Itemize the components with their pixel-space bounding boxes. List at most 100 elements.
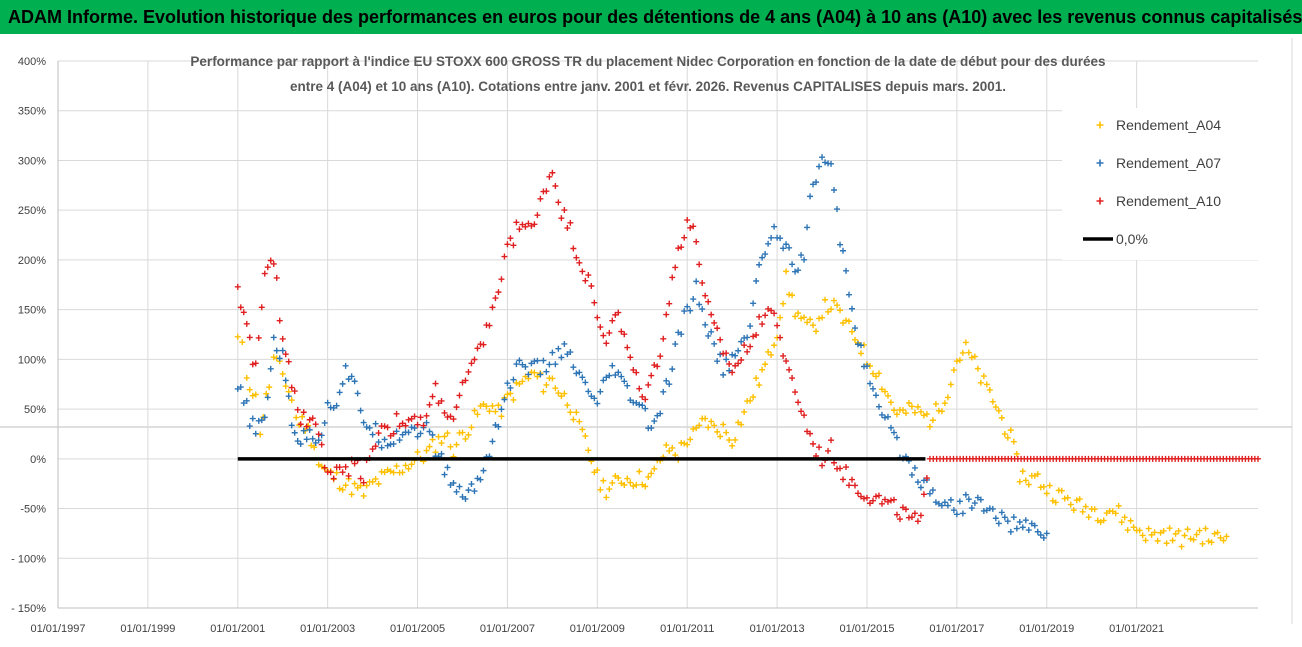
data-point: [504, 380, 511, 387]
x-tick-label: 01/01/2013: [750, 623, 805, 635]
data-point: [420, 422, 427, 429]
data-point: [989, 505, 996, 512]
data-point: [938, 408, 945, 415]
y-tick-label: 250%: [18, 205, 46, 217]
data-point: [738, 421, 745, 428]
legend: Rendement_A04 Rendement_A07 Rendement_A10 0…: [1062, 108, 1272, 260]
data-point: [609, 479, 616, 486]
data-point: [717, 336, 724, 343]
data-point: [780, 245, 787, 252]
data-point: [869, 370, 876, 377]
data-point: [279, 335, 286, 342]
data-point: [666, 447, 673, 454]
data-point: [504, 391, 511, 398]
data-point: [255, 334, 262, 341]
data-point: [492, 408, 499, 415]
data-point: [1019, 468, 1026, 475]
data-point: [462, 377, 469, 384]
data-point: [603, 340, 610, 347]
data-point: [687, 307, 694, 314]
data-point: [983, 381, 990, 388]
legend-marker-swatch: [1096, 121, 1104, 129]
x-tick-label: 01/01/2019: [1019, 623, 1074, 635]
data-point: [252, 360, 259, 367]
data-point: [309, 435, 316, 442]
data-point: [1223, 533, 1230, 540]
x-tick-label: 01/01/2017: [929, 623, 984, 635]
data-point: [741, 342, 748, 349]
data-point: [270, 354, 277, 361]
data-point: [986, 386, 993, 393]
data-point: [959, 349, 966, 356]
data-point: [768, 234, 775, 241]
data-point: [1001, 514, 1008, 521]
data-point: [968, 505, 975, 512]
data-point: [462, 435, 469, 442]
data-point: [384, 424, 391, 431]
data-point: [1115, 502, 1122, 509]
data-point: [804, 224, 811, 231]
data-point: [819, 314, 826, 321]
data-point: [893, 411, 900, 418]
data-point: [669, 444, 676, 451]
data-point: [576, 418, 583, 425]
data-point: [1208, 539, 1215, 546]
data-point: [657, 353, 664, 360]
data-point: [831, 459, 838, 466]
data-point: [390, 469, 397, 476]
data-point: [558, 215, 565, 222]
data-point: [744, 348, 751, 355]
data-point: [872, 373, 879, 380]
data-point: [947, 496, 954, 503]
data-point: [243, 397, 250, 404]
data-point: [531, 221, 538, 228]
data-point: [1079, 508, 1086, 515]
data-point: [375, 480, 382, 487]
data-point: [855, 341, 861, 348]
data-point: [306, 426, 313, 433]
data-point: [762, 361, 769, 368]
data-point: [288, 422, 295, 429]
data-point: [564, 225, 571, 232]
data-point: [965, 496, 972, 503]
data-point: [264, 264, 271, 271]
data-point: [339, 486, 346, 493]
data-point: [920, 491, 927, 498]
data-point: [840, 476, 847, 483]
data-point: [312, 421, 319, 428]
data-point: [1142, 537, 1149, 544]
data-point: [1076, 496, 1083, 503]
x-tick-label: 01/01/1999: [120, 623, 175, 635]
data-point: [465, 431, 472, 438]
data-point: [606, 372, 613, 379]
data-point: [914, 403, 921, 410]
data-point: [273, 274, 280, 281]
data-point: [594, 467, 601, 474]
data-point: [600, 477, 607, 484]
data-point: [798, 408, 805, 415]
data-point: [567, 409, 574, 416]
data-point: [932, 400, 939, 407]
data-point: [881, 388, 888, 395]
data-point: [372, 420, 379, 427]
data-point: [831, 297, 838, 304]
data-point: [543, 188, 550, 195]
data-point: [774, 322, 781, 329]
data-point: [315, 431, 322, 438]
data-point: [654, 363, 661, 370]
data-point: [1178, 543, 1185, 550]
data-point: [1058, 487, 1065, 494]
data-point: [429, 431, 436, 438]
data-point: [339, 380, 346, 387]
data-point: [279, 370, 286, 377]
data-point: [720, 421, 727, 428]
data-point: [869, 497, 876, 504]
data-point: [825, 447, 832, 454]
data-point: [723, 356, 730, 363]
data-point: [804, 319, 811, 326]
data-point: [971, 353, 978, 360]
series-rendement-a10: [234, 169, 1261, 525]
data-point: [324, 399, 331, 406]
data-point: [759, 254, 766, 261]
data-point: [816, 315, 823, 322]
